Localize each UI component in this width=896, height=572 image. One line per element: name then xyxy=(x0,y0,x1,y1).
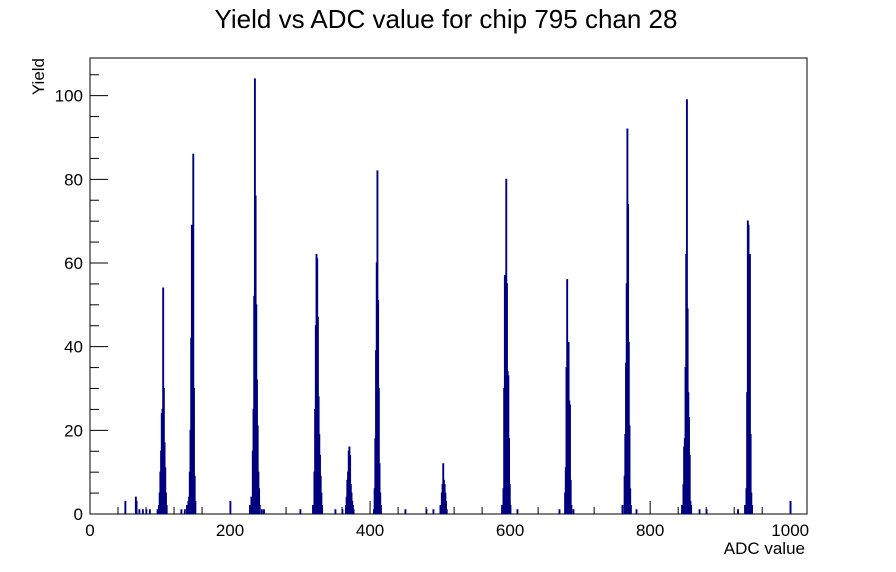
histogram-bin xyxy=(698,509,701,514)
histogram-bin xyxy=(124,500,127,514)
histogram-bin xyxy=(439,505,442,514)
y-axis: 0 20 40 60 80 100 xyxy=(55,74,108,524)
histogram-bin xyxy=(744,505,746,514)
histogram-bin xyxy=(135,500,138,514)
x-tick-label: 1000 xyxy=(771,521,809,540)
histogram-bin xyxy=(635,509,638,514)
histogram-bin xyxy=(379,492,382,514)
histogram-bin xyxy=(508,484,511,514)
histogram-bin xyxy=(569,404,571,514)
x-tick-label: 600 xyxy=(496,521,524,540)
histogram-bin xyxy=(628,425,631,514)
histogram-bin xyxy=(688,454,691,514)
histogram-bin xyxy=(141,509,144,514)
histogram-bin xyxy=(165,505,168,514)
histogram-bin xyxy=(737,509,739,514)
histogram-bin xyxy=(148,509,151,514)
chart-title: Yield vs ADC value for chip 795 chan 28 xyxy=(215,4,678,34)
histogram-bin xyxy=(263,509,265,514)
histogram-bin xyxy=(509,505,512,514)
histogram-bin xyxy=(558,509,561,514)
histogram-bin xyxy=(229,500,232,514)
histogram-bin xyxy=(445,509,448,514)
x-tick-label: 200 xyxy=(216,521,244,540)
histogram-bin xyxy=(312,505,314,514)
x-tick-label: 0 xyxy=(85,521,94,540)
histogram-bin xyxy=(258,505,261,514)
histogram-bin xyxy=(186,505,188,514)
histogram-bin xyxy=(320,492,323,514)
histogram-bin xyxy=(685,99,688,514)
x-axis: 0 200 400 600 800 1000 xyxy=(85,501,809,540)
histogram-bin xyxy=(192,153,195,514)
histogram-bin xyxy=(164,467,167,514)
histogram-bin xyxy=(256,425,259,514)
histogram-bin xyxy=(165,492,167,514)
histogram-bin xyxy=(621,505,624,514)
histogram-bin xyxy=(260,509,263,514)
histogram-bin xyxy=(156,509,159,514)
histogram-bin xyxy=(377,387,380,514)
histogram-bin xyxy=(341,509,344,514)
histogram-bin xyxy=(508,438,511,514)
histogram-bin xyxy=(299,509,302,514)
histogram-bin xyxy=(138,509,141,514)
y-tick-label: 60 xyxy=(64,254,83,273)
x-axis-label: ADC value xyxy=(724,539,805,558)
histogram-bin xyxy=(690,505,693,514)
histogram-bin xyxy=(569,479,572,514)
histogram-bin xyxy=(352,509,355,514)
histogram-bin xyxy=(425,509,428,514)
y-tick-label: 80 xyxy=(64,170,83,189)
histogram-bin xyxy=(321,505,324,514)
histogram-bin xyxy=(681,505,683,514)
histogram-bin xyxy=(749,433,752,514)
y-tick-label: 20 xyxy=(64,421,83,440)
histogram-bin xyxy=(378,463,381,514)
histogram-bin xyxy=(145,509,148,514)
histogram-bin xyxy=(445,500,447,514)
histogram-bin xyxy=(748,254,751,514)
histogram-bin xyxy=(258,488,261,514)
histogram-bin xyxy=(432,509,435,514)
histogram-bin xyxy=(751,505,753,514)
histogram-bin xyxy=(705,509,708,514)
x-tick-label: 400 xyxy=(356,521,384,540)
y-axis-label: Yield xyxy=(29,58,48,95)
histogram-bin xyxy=(570,505,573,514)
histogram-bin xyxy=(379,505,382,514)
plot-frame xyxy=(89,57,808,515)
histogram-bin xyxy=(629,488,632,514)
y-tick-label: 100 xyxy=(55,87,83,106)
histogram-bin xyxy=(750,492,753,514)
histogram-bin xyxy=(789,500,792,514)
histogram-bin xyxy=(404,509,407,514)
histogram-bin xyxy=(193,475,196,514)
histogram-bin xyxy=(516,509,519,514)
y-tick-label: 0 xyxy=(74,505,83,524)
y-tick-label: 40 xyxy=(64,338,83,357)
histogram-bin xyxy=(572,509,575,514)
histogram-bin xyxy=(194,500,197,514)
histogram-bin xyxy=(501,505,504,514)
x-tick-label: 800 xyxy=(636,521,664,540)
histogram-bin xyxy=(249,505,251,514)
histogram-bin xyxy=(747,224,750,514)
histogram-bin xyxy=(334,509,337,514)
histogram-bin xyxy=(180,509,183,514)
histogram-bin xyxy=(629,505,632,514)
histogram-series xyxy=(124,78,792,514)
histogram-bin xyxy=(193,387,195,514)
histogram-bin xyxy=(183,509,186,514)
